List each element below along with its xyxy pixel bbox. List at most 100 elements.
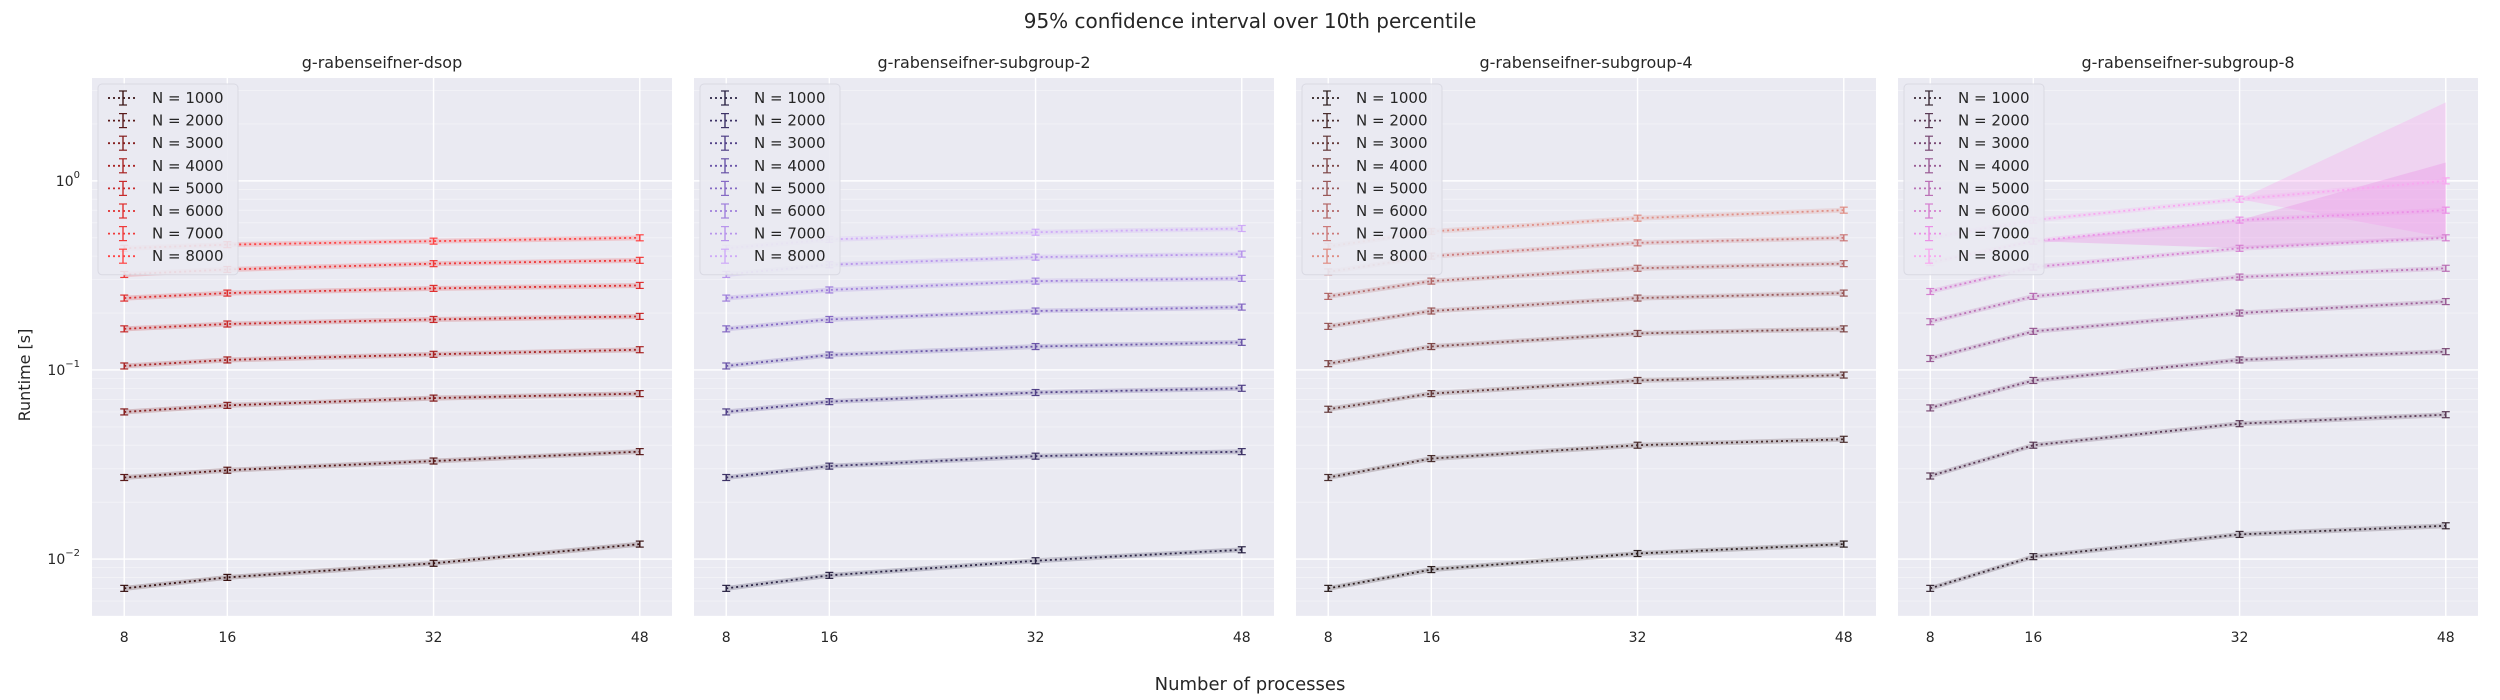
x-tick-label: 48 [1835, 630, 1853, 646]
legend-label: N = 1000 [1958, 89, 2030, 107]
legend-label: N = 8000 [1356, 247, 1428, 265]
series-ci-band [124, 541, 640, 591]
series-line [1930, 267, 2446, 323]
legend: N = 1000 N = 2000 N = 3000 N = 4000 N = 5000… [699, 83, 841, 276]
x-tick-label: 32 [1027, 630, 1045, 646]
legend-label: N = 5000 [152, 179, 224, 197]
series-ci-band [1930, 178, 2446, 241]
x-tick-label: 32 [1629, 630, 1647, 646]
subplot-3: 8 16 32 48 g-rabenseifner-subgroup-4 N = 1000… [1296, 53, 1876, 646]
legend-label: N = 7000 [1356, 225, 1428, 243]
series-2 [120, 448, 644, 482]
series-3 [120, 390, 644, 416]
series-line [1930, 209, 2446, 264]
subplot-1: 10−2 10−1 100 8 16 32 48 g-rabenseifner-dsop N =… [47, 53, 672, 646]
subplot-title: g-rabenseifner-subgroup-2 [877, 53, 1090, 72]
legend-label: N = 6000 [152, 202, 224, 220]
series-ci-band [124, 449, 640, 481]
x-tick-label: 32 [2231, 630, 2249, 646]
series-4 [722, 338, 1246, 370]
legend-label: N = 5000 [1356, 179, 1428, 197]
legend-label: N = 4000 [1958, 157, 2030, 175]
x-tick-label: 8 [722, 630, 731, 646]
series-3 [1324, 371, 1848, 413]
series-ci-band [124, 391, 640, 415]
series-line [726, 387, 1242, 413]
series-line [726, 341, 1242, 367]
legend-label: N = 3000 [1356, 134, 1428, 152]
series-ci-band [726, 449, 1242, 481]
series-line [124, 315, 640, 330]
series-line [124, 543, 640, 590]
legend-label: N = 7000 [754, 225, 826, 243]
series-5 [120, 312, 644, 333]
series-1 [1324, 540, 1848, 592]
legend-label: N = 4000 [152, 157, 224, 175]
series-line [1929, 300, 2446, 360]
legend: N = 1000 N = 2000 N = 3000 N = 4000 N = 5000… [1903, 83, 2045, 276]
series-4 [120, 346, 644, 370]
subplot-4: 8 16 32 48 g-rabenseifner-subgroup-8 N = 1000… [1898, 53, 2478, 646]
series-4 [1324, 325, 1848, 368]
legend-label: N = 2000 [1958, 112, 2030, 130]
x-tick-label: 16 [218, 630, 236, 646]
series-3 [722, 384, 1246, 416]
legend-label: N = 5000 [754, 179, 826, 197]
series-2 [722, 448, 1246, 482]
series-line [726, 306, 1242, 330]
subplot-2: 8 16 32 48 g-rabenseifner-subgroup-2 N = 1000… [694, 53, 1274, 646]
series-ci-band [1930, 207, 2446, 266]
y-tick-label: 10−1 [47, 359, 80, 379]
y-axis-label: Runtime [s] [15, 329, 34, 422]
legend-label: N = 1000 [754, 89, 826, 107]
x-tick-label: 8 [1926, 630, 1935, 646]
confidence-band [1930, 102, 2446, 238]
legend-box [699, 83, 841, 276]
series-line [1929, 350, 2446, 409]
x-tick-label: 8 [1324, 630, 1333, 646]
series-ci-band [726, 339, 1242, 369]
legend-box [1903, 83, 2045, 276]
series-2 [1324, 435, 1848, 482]
series-6 [120, 281, 644, 302]
legend-label: N = 2000 [754, 112, 826, 130]
series-1 [120, 540, 644, 592]
legend-label: N = 4000 [1356, 157, 1428, 175]
legend-label: N = 7000 [152, 225, 224, 243]
series-line [1930, 236, 2446, 293]
series-ci-band [726, 385, 1242, 415]
series-5 [1926, 264, 2450, 326]
x-tick-label: 48 [631, 630, 649, 646]
subplot-title: g-rabenseifner-dsop [302, 53, 462, 72]
legend-label: N = 6000 [1958, 202, 2030, 220]
legend-label: N = 8000 [152, 247, 224, 265]
x-tick-label: 48 [1233, 630, 1251, 646]
legend-label: N = 5000 [1958, 179, 2030, 197]
y-tick-label: 100 [56, 170, 80, 190]
legend-label: N = 8000 [754, 247, 826, 265]
series-6 [722, 274, 1246, 302]
x-tick-label: 16 [820, 630, 838, 646]
legend-box [1301, 83, 1443, 276]
x-tick-label: 16 [2024, 630, 2042, 646]
legend-label: N = 1000 [152, 89, 224, 107]
legend-label: N = 8000 [1958, 247, 2030, 265]
subplot-title: g-rabenseifner-subgroup-4 [1479, 53, 1692, 72]
series-line [124, 450, 640, 479]
series-line [1930, 179, 2446, 239]
y-tick-label: 10−2 [47, 548, 80, 568]
series-2 [1926, 411, 2450, 480]
series-line [1929, 413, 2446, 477]
series-ci-band [726, 226, 1242, 251]
legend: N = 1000 N = 2000 N = 3000 N = 4000 N = 5000… [1301, 83, 1443, 276]
legend-label: N = 4000 [754, 157, 826, 175]
series-line [124, 284, 640, 299]
series-line [726, 548, 1242, 590]
x-tick-label: 8 [120, 630, 129, 646]
series-5 [722, 303, 1246, 333]
series-6 [1324, 260, 1848, 300]
series-line [124, 392, 640, 413]
legend-label: N = 2000 [152, 112, 224, 130]
x-tick-label: 16 [1422, 630, 1440, 646]
